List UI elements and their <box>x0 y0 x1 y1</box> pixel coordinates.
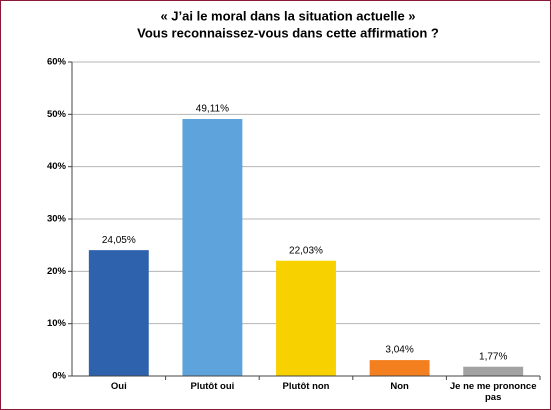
y-tick-label: 60% <box>47 57 67 68</box>
bar <box>276 260 336 376</box>
x-tick-label: Non <box>390 381 409 392</box>
y-tick-label: 20% <box>47 266 67 277</box>
x-tick-label: Plutôt oui <box>190 381 235 392</box>
x-tick-label: Je ne me prononce pas <box>449 381 537 403</box>
y-tick-label: 0% <box>52 371 66 382</box>
x-tick-label: Plutôt non <box>282 381 330 392</box>
y-tick-label: 40% <box>47 161 67 172</box>
y-tick-label: 50% <box>47 109 67 120</box>
bar <box>88 250 149 376</box>
value-label: 1,77% <box>479 351 507 362</box>
x-tick-label: Oui <box>110 381 127 392</box>
bar <box>182 118 243 376</box>
chart-title: « J’ai le moral dans la situation actuel… <box>160 8 415 23</box>
bar <box>463 366 524 376</box>
value-label: 24,05% <box>102 235 136 246</box>
value-label: 3,04% <box>385 345 413 356</box>
y-tick-label: 10% <box>47 318 67 329</box>
chart-subtitle: Vous reconnaissez-vous dans cette affirm… <box>137 25 439 40</box>
bar <box>369 360 430 376</box>
value-label: 49,11% <box>196 104 229 115</box>
value-label: 22,03% <box>289 245 323 256</box>
y-tick-label: 30% <box>47 214 67 225</box>
